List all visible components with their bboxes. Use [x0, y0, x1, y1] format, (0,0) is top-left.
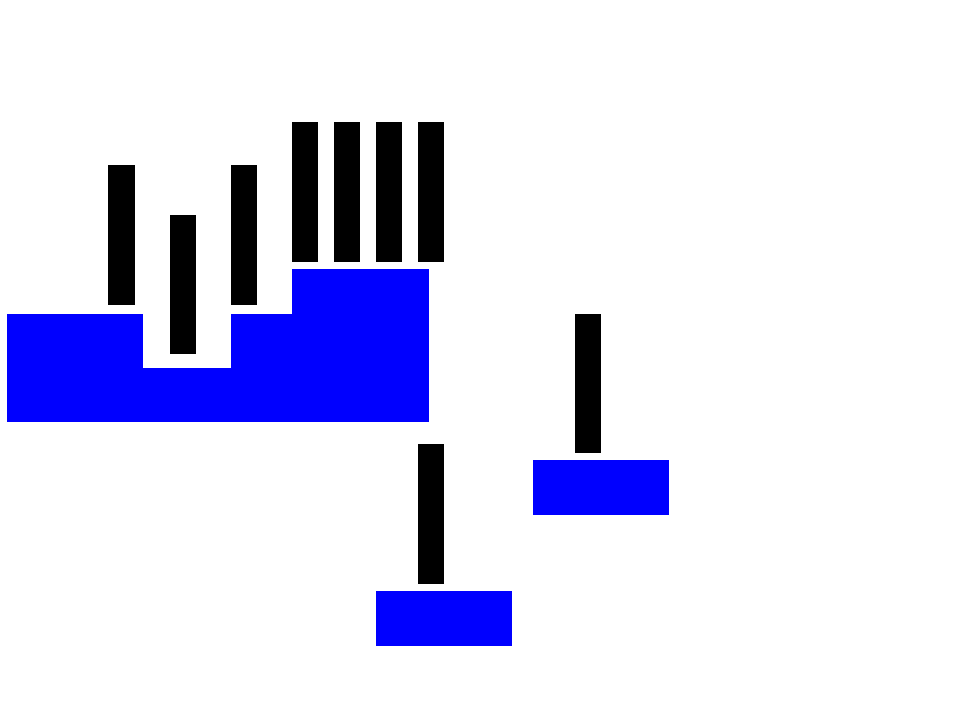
black-bar — [418, 122, 444, 262]
blue-terrain-block — [143, 368, 231, 422]
black-bar — [376, 122, 402, 262]
black-bar — [170, 215, 196, 354]
black-bar — [418, 444, 444, 584]
black-bar — [575, 314, 601, 453]
blue-platform — [533, 460, 669, 515]
blue-terrain-block — [292, 269, 429, 422]
black-bar — [231, 165, 257, 305]
black-bar — [108, 165, 135, 305]
blue-terrain-block — [231, 314, 292, 422]
blue-terrain-block — [7, 314, 143, 422]
black-bar — [292, 122, 318, 262]
black-bar — [334, 122, 360, 262]
blue-platform — [376, 591, 512, 646]
